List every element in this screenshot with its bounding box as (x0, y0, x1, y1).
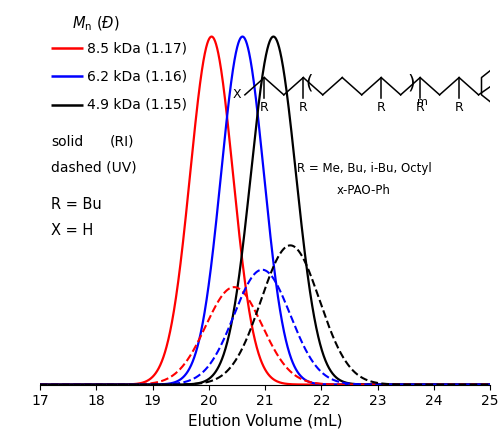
Text: 6.2 kDa (1.16): 6.2 kDa (1.16) (88, 69, 188, 83)
Text: dashed (UV): dashed (UV) (52, 161, 137, 175)
X-axis label: Elution Volume (mL): Elution Volume (mL) (188, 414, 342, 429)
Text: X = H: X = H (52, 223, 94, 238)
Text: 4.9 kDa (1.15): 4.9 kDa (1.15) (88, 97, 187, 111)
Text: R = Bu: R = Bu (52, 197, 102, 212)
Text: (RI): (RI) (110, 135, 134, 149)
Text: $M_\mathregular{n}$ ($\it{Đ}$): $M_\mathregular{n}$ ($\it{Đ}$) (72, 14, 119, 33)
Text: solid: solid (52, 135, 84, 149)
Text: 8.5 kDa (1.17): 8.5 kDa (1.17) (88, 41, 187, 55)
